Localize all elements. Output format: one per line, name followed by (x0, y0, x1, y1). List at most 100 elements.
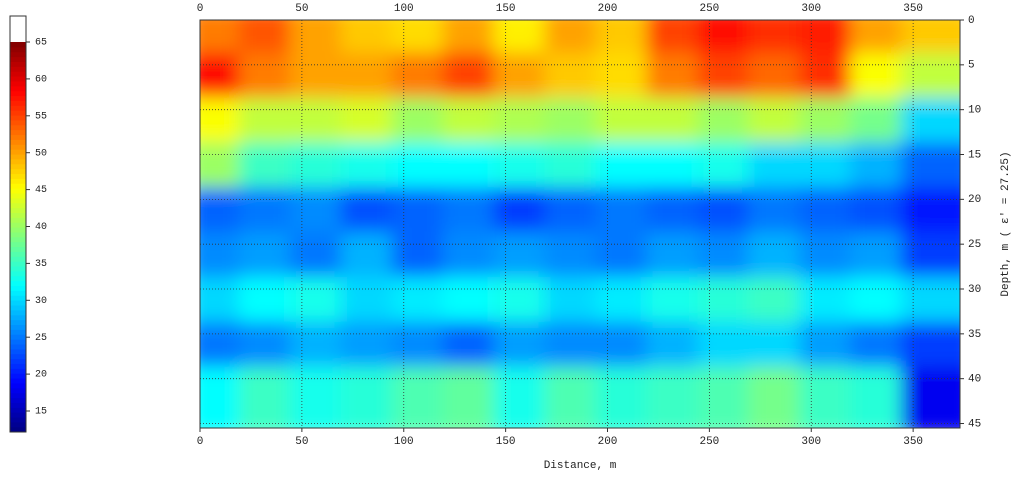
x-tick-label: 200 (598, 436, 618, 448)
heatmap-cell (901, 366, 960, 428)
colorbar-tick-label: 60 (35, 75, 47, 86)
colorbar-swatch (10, 134, 26, 140)
colorbar-swatch (10, 280, 26, 287)
x-tick-label-top: 200 (598, 3, 618, 15)
colorbar-swatch (10, 163, 26, 170)
colorbar-swatch (10, 339, 26, 345)
colorbar-swatch (10, 85, 26, 92)
colorbar-swatch (10, 71, 26, 77)
y-tick-label: 40 (968, 374, 981, 386)
colorbar-swatch (10, 407, 26, 413)
colorbar-swatch (10, 188, 26, 194)
colorbar-swatch (10, 90, 26, 97)
x-tick-label-top: 0 (197, 3, 204, 15)
colorbar-swatch (10, 236, 26, 243)
colorbar-swatch (10, 202, 26, 209)
colorbar-swatch (10, 300, 26, 306)
colorbar-swatch (10, 56, 26, 62)
y-tick-label: 25 (968, 239, 981, 251)
colorbar-swatch (10, 368, 26, 374)
colorbar-swatch (10, 241, 26, 248)
colorbar-tick-label: 25 (35, 333, 47, 344)
colorbar-swatch (10, 256, 26, 262)
colorbar-swatch (10, 100, 26, 106)
colorbar-swatch (10, 373, 26, 379)
colorbar-swatch (10, 95, 26, 101)
x-tick-label: 350 (903, 436, 923, 448)
colorbar-swatch (10, 129, 26, 136)
y-tick-label: 5 (968, 60, 975, 72)
colorbar-tick-label: 30 (35, 296, 47, 307)
x-tick-label-top: 300 (801, 3, 821, 15)
colorbar-swatch (10, 314, 26, 321)
colorbar-swatch (10, 426, 26, 433)
colorbar-tick-label: 35 (35, 259, 47, 270)
colorbar-tick-label: 40 (35, 222, 47, 233)
colorbar-swatch (10, 285, 26, 291)
colorbar-swatch (10, 382, 26, 389)
colorbar-swatch (10, 319, 26, 326)
colorbar-swatch (10, 334, 26, 340)
colorbar-outline (9, 15, 27, 433)
colorbar-swatch (10, 246, 26, 252)
colorbar-swatch (10, 105, 26, 111)
colorbar-swatch (10, 154, 26, 160)
x-tick-label: 150 (496, 436, 516, 448)
colorbar-tick-label: 55 (35, 111, 47, 122)
x-tick-label: 300 (801, 436, 821, 448)
colorbar-swatch (10, 212, 26, 218)
x-tick-label-top: 350 (903, 3, 923, 15)
colorbar-swatch (10, 183, 26, 189)
y-axis-label: Depth, m ( ε' = 27.25) (1000, 151, 1012, 296)
colorbar-swatch (10, 144, 26, 150)
colorbar-tick-label: 20 (35, 370, 47, 381)
colorbar-swatch (10, 358, 26, 364)
colorbar-swatch (10, 119, 26, 126)
colorbar-swatch (10, 61, 26, 67)
colorbar-swatch (10, 231, 26, 238)
x-axis-label: Distance, m (544, 460, 617, 472)
colorbar-swatch (10, 324, 26, 330)
colorbar-swatch (10, 421, 26, 428)
colorbar-swatch (10, 173, 26, 179)
x-tick-label-top: 250 (699, 3, 719, 15)
colorbar-swatch (10, 158, 26, 165)
colorbar-swatch (10, 178, 26, 184)
y-tick-label: 15 (968, 149, 981, 161)
colorbar-swatch (10, 343, 26, 350)
x-tick-label-top: 150 (496, 3, 516, 15)
colorbar-swatch (10, 275, 26, 282)
colorbar-swatch (10, 295, 26, 301)
heatmap (200, 20, 960, 428)
colorbar-tick-label: 50 (35, 148, 47, 159)
colorbar-swatch (10, 290, 26, 296)
colorbar-swatch (10, 392, 26, 399)
x-tick-label: 100 (394, 436, 414, 448)
colorbar-tick-label: 45 (35, 185, 47, 196)
colorbar-tick-label: 15 (35, 407, 47, 418)
colorbar-swatch (10, 80, 26, 87)
x-tick-label-top: 100 (394, 3, 414, 15)
colorbar-swatch (10, 397, 26, 403)
colorbar-swatch (10, 46, 26, 53)
colorbar-swatch (10, 227, 26, 233)
colorbar-swatch (10, 217, 26, 223)
colorbar-swatch (10, 197, 26, 204)
x-tick-label: 250 (699, 436, 719, 448)
colorbar-swatch (10, 305, 26, 311)
colorbar-swatch (10, 270, 26, 277)
x-tick-label: 0 (197, 436, 204, 448)
colorbar-swatch (10, 124, 26, 131)
colorbar-swatch (10, 66, 26, 72)
x-tick-label-top: 50 (295, 3, 308, 15)
colorbar-swatch (10, 149, 26, 155)
colorbar-swatch (10, 115, 26, 121)
colorbar-swatch (10, 261, 26, 267)
colorbar-swatch (10, 207, 26, 213)
colorbar-swatch (10, 309, 26, 316)
colorbar-swatch (10, 387, 26, 394)
y-tick-label: 45 (968, 418, 981, 430)
y-tick-label: 35 (968, 329, 981, 341)
y-tick-label: 20 (968, 194, 981, 206)
